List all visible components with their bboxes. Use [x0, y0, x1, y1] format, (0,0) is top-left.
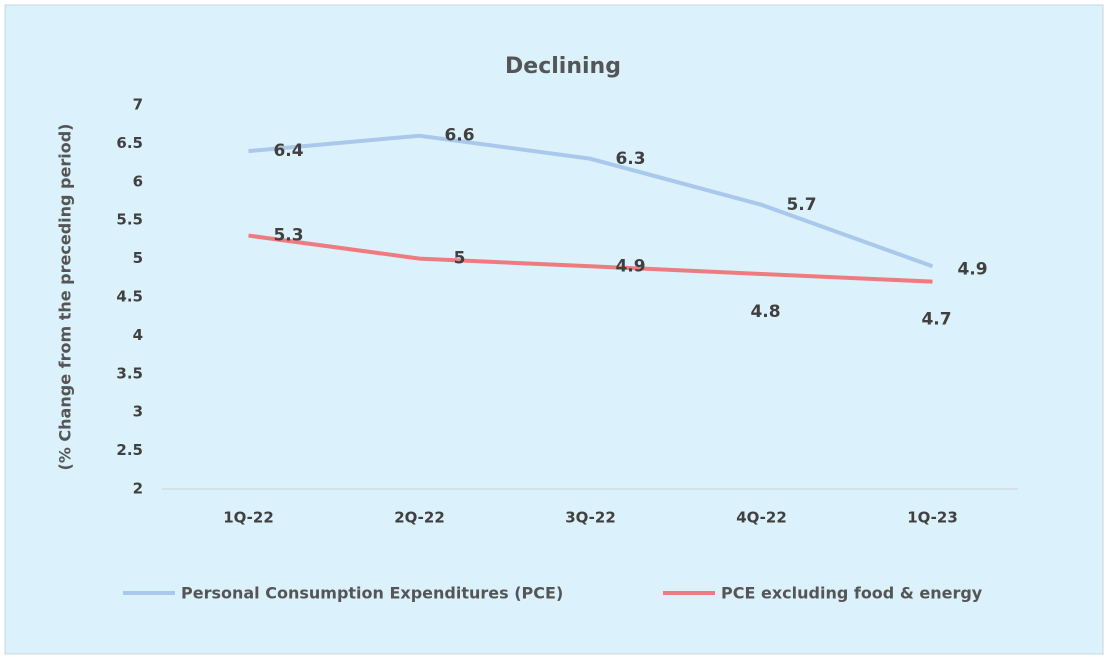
- y-tick-label: 6: [133, 172, 143, 190]
- y-tick-label: 4.5: [116, 288, 143, 306]
- x-tick-label: 4Q-22: [736, 509, 787, 527]
- y-tick-label: 5: [133, 249, 143, 267]
- series-line: [248, 133, 934, 269]
- x-tick-label: 2Q-22: [394, 509, 445, 527]
- y-tick-label: 3.5: [116, 364, 143, 382]
- x-tick-label: 1Q-22: [223, 509, 274, 527]
- data-label: 4.8: [750, 302, 780, 322]
- y-tick-label: 2.5: [116, 441, 143, 459]
- y-tick-label: 7: [133, 96, 143, 114]
- data-label: 4.7: [921, 310, 951, 330]
- data-label: 6.3: [615, 149, 645, 169]
- y-tick-label: 4: [133, 326, 143, 344]
- data-label: 6.4: [273, 141, 303, 161]
- y-axis-label: (% Change from the preceding period): [56, 124, 75, 471]
- x-tick-label: 1Q-23: [907, 509, 958, 527]
- y-tick-label: 3: [133, 403, 143, 421]
- series-line: [248, 233, 933, 284]
- legend-label: Personal Consumption Expenditures (PCE): [181, 584, 563, 603]
- data-label: 5.7: [786, 195, 816, 215]
- x-tick-label: 3Q-22: [565, 509, 616, 527]
- chart-title: Declining: [505, 54, 621, 79]
- y-tick-label: 6.5: [116, 134, 143, 152]
- legend-label: PCE excluding food & energy: [721, 584, 983, 603]
- y-tick-label: 5.5: [116, 211, 143, 229]
- data-label: 4.9: [615, 256, 645, 276]
- data-label: 6.6: [444, 126, 474, 146]
- data-label: 4.9: [957, 259, 987, 279]
- y-tick-label: 2: [133, 480, 143, 498]
- data-label: 5.3: [273, 226, 303, 246]
- chart-background: [4, 4, 1104, 655]
- data-label: 5: [454, 249, 466, 269]
